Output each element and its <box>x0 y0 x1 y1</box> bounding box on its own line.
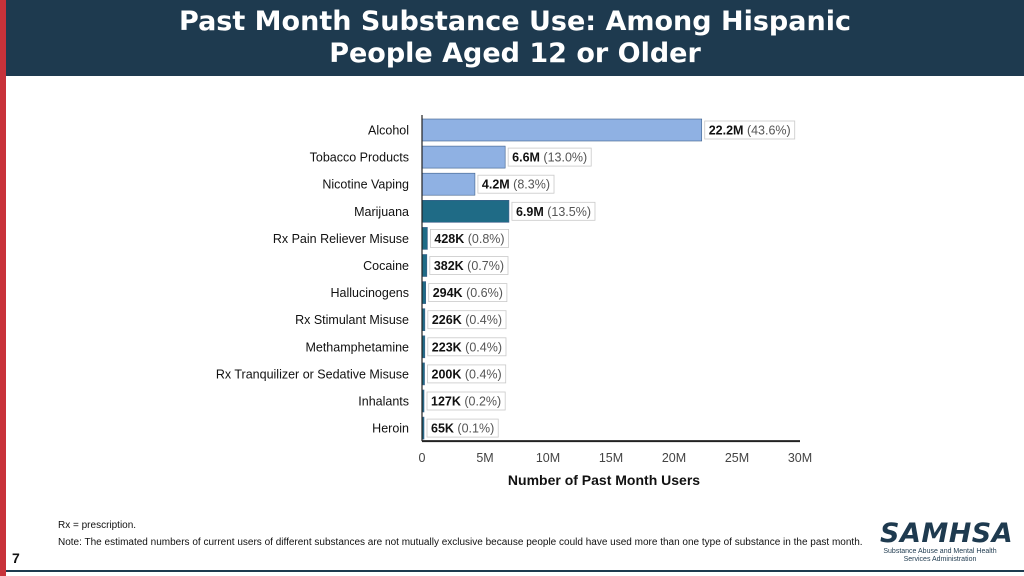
data-label: 22.2M (43.6%) <box>709 124 791 138</box>
data-label: 4.2M (8.3%) <box>482 178 550 192</box>
methodology-note: Note: The estimated numbers of current u… <box>58 537 863 548</box>
bottom-divider <box>6 570 1024 572</box>
slide-header: Past Month Substance Use: Among Hispanic… <box>6 0 1024 76</box>
x-tick-label: 0 <box>419 451 426 465</box>
data-label-box <box>477 174 555 194</box>
category-label: Tobacco Products <box>310 151 409 165</box>
bar <box>421 254 428 277</box>
data-label: 382K (0.7%) <box>434 259 504 273</box>
data-label: 226K (0.4%) <box>432 313 502 327</box>
bar <box>421 145 506 169</box>
category-label: Alcohol <box>368 124 409 138</box>
data-label: 65K (0.1%) <box>431 422 494 436</box>
footnotes: Rx = prescription. Note: The estimated n… <box>58 519 868 553</box>
data-label-box <box>427 310 507 330</box>
x-tick-label: 15M <box>599 451 623 465</box>
samhsa-logo: SAMHSA Substance Abuse and Mental Health… <box>880 518 1014 570</box>
bar <box>421 118 703 142</box>
data-label-box <box>511 201 596 221</box>
data-label-box <box>426 418 499 438</box>
bar <box>421 172 476 196</box>
category-label: Rx Pain Reliever Misuse <box>273 232 409 246</box>
data-label-box <box>428 283 508 303</box>
bar-chart: Alcohol 22.2M (43.6%) Tobacco Products 6.6M… <box>216 115 812 488</box>
category-label: Cocaine <box>363 259 409 273</box>
data-label: 200K (0.4%) <box>432 367 502 381</box>
logo-tagline: Substance Abuse and Mental Health Servic… <box>883 548 997 563</box>
data-label-box <box>429 228 509 248</box>
x-tick-label: 30M <box>788 451 812 465</box>
page-number: 7 <box>12 550 20 566</box>
category-label: Methamphetamine <box>305 340 409 354</box>
data-label-box <box>507 147 592 167</box>
data-label-box <box>429 256 509 275</box>
data-label-box <box>427 364 507 384</box>
x-tick-label: 5M <box>476 451 493 465</box>
bar <box>421 200 510 223</box>
x-tick-label: 10M <box>536 451 560 465</box>
data-label: 294K (0.6%) <box>433 286 503 300</box>
category-label: Rx Stimulant Misuse <box>295 313 409 327</box>
data-label: 127K (0.2%) <box>431 395 501 409</box>
category-label: Heroin <box>372 422 409 436</box>
category-label: Marijuana <box>354 205 409 219</box>
accent-bar <box>0 0 6 576</box>
data-label: 223K (0.4%) <box>432 340 502 354</box>
x-tick-label: 25M <box>725 451 749 465</box>
abbreviation-note: Rx = prescription. <box>58 520 137 531</box>
data-label-box <box>704 120 796 140</box>
data-label: 6.6M (13.0%) <box>512 151 587 165</box>
chart-container: Alcohol 22.2M (43.6%) Tobacco Products 6.6M… <box>0 100 1024 500</box>
category-label: Inhalants <box>358 395 409 409</box>
data-label: 6.9M (13.5%) <box>516 205 591 219</box>
data-label: 428K (0.8%) <box>434 232 504 246</box>
logo-wordmark: SAMHSA <box>880 518 1014 549</box>
x-tick-label: 20M <box>662 451 686 465</box>
category-label: Hallucinogens <box>330 286 409 300</box>
data-label-box <box>427 337 507 357</box>
category-label: Rx Tranquilizer or Sedative Misuse <box>216 367 409 381</box>
slide-title: Past Month Substance Use: Among Hispanic… <box>179 6 851 69</box>
category-label: Nicotine Vaping <box>322 178 409 192</box>
x-axis-title: Number of Past Month Users <box>508 472 700 488</box>
bar <box>421 227 428 250</box>
data-label-box <box>426 391 506 411</box>
